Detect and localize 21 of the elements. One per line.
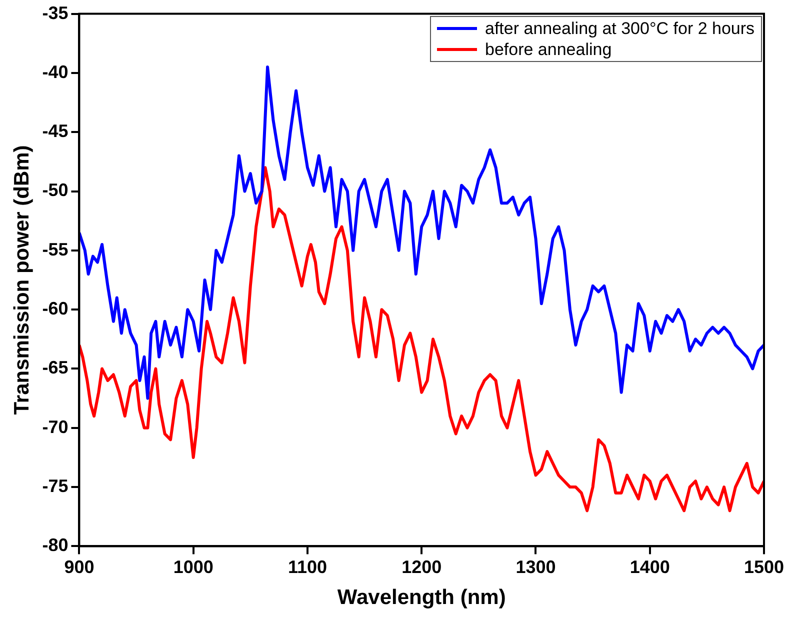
y-tick-label: -35 [42, 2, 68, 23]
y-tick-label: -70 [42, 416, 68, 437]
y-tick-label: -50 [42, 180, 68, 200]
x-tick-label: 1300 [516, 556, 556, 577]
y-tick-label: -40 [42, 62, 68, 82]
x-axis-title: Wavelength (nm) [337, 586, 506, 610]
y-axis-title: Transmission power (dBm) [10, 145, 34, 415]
x-tick-label: 1500 [744, 556, 784, 577]
y-tick-label: -55 [42, 239, 68, 260]
x-tick-label: 1000 [173, 556, 214, 577]
y-tick-label: -65 [42, 358, 68, 378]
y-tick-label: -45 [42, 121, 68, 142]
legend-label: after annealing at 300°C for 2 hours [485, 18, 755, 39]
x-tick-label: 1200 [402, 556, 442, 577]
x-tick-label: 1100 [288, 556, 328, 577]
legend-label: before annealing [485, 38, 612, 60]
y-tick-label: -75 [42, 476, 68, 496]
y-tick-label: -60 [42, 298, 68, 319]
x-tick-label: 900 [64, 556, 94, 577]
y-tick-label: -80 [42, 535, 68, 556]
x-tick-label: 1400 [630, 556, 670, 577]
